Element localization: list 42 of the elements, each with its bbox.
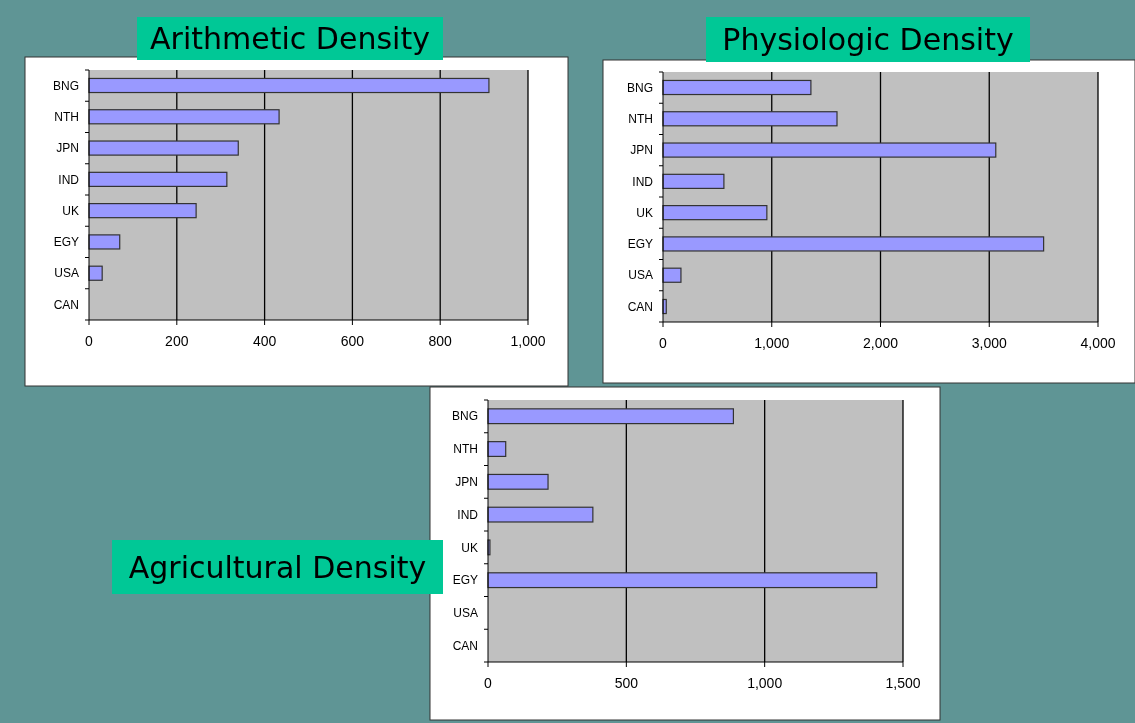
- y-tick-label: CAN: [627, 299, 653, 314]
- x-tick-label: 1,000: [747, 675, 783, 691]
- x-tick-label: 0: [484, 675, 493, 691]
- text: Agricultural Density: [128, 549, 427, 585]
- x-tick-label: 0: [659, 335, 668, 351]
- x-tick-label: 800: [428, 333, 453, 349]
- y-tick-label: JPN: [455, 475, 478, 490]
- x-tick-label: 600: [340, 333, 365, 349]
- x-tick-label: 0: [85, 333, 94, 349]
- y-tick-label: CAN: [452, 638, 478, 653]
- y-tick-label: IND: [457, 507, 479, 522]
- y-tick-label: IND: [632, 174, 654, 189]
- x-tick-label: 1,500: [885, 675, 921, 691]
- y-tick-label: NTH: [453, 442, 478, 457]
- x-tick-label: 500: [614, 675, 639, 691]
- chart-title: Arithmetic Density: [150, 21, 430, 56]
- y-tick-label: UK: [636, 205, 653, 220]
- x-tick-label: 1,000: [510, 333, 546, 349]
- y-tick-label: JPN: [56, 141, 79, 156]
- chart-title: Physiologic Density: [722, 22, 1014, 57]
- y-tick-label: UK: [461, 540, 478, 555]
- y-tick-label: CAN: [53, 297, 79, 312]
- x-tick-label: 400: [252, 333, 277, 349]
- y-tick-label: USA: [54, 266, 79, 281]
- y-tick-label: BNG: [626, 80, 653, 95]
- x-tick-label: 1,000: [754, 335, 790, 351]
- y-tick-label: BNG: [52, 78, 79, 93]
- x-tick-label: 2,000: [862, 335, 899, 351]
- x-tick-label: 200: [165, 333, 189, 349]
- y-tick-label: EGY: [452, 573, 478, 588]
- y-tick-label: EGY: [627, 237, 653, 252]
- y-tick-label: JPN: [630, 143, 653, 158]
- y-tick-label: UK: [62, 203, 79, 218]
- x-tick-label: 4,000: [1080, 335, 1116, 351]
- y-tick-label: BNG: [451, 409, 478, 424]
- y-tick-label: NTH: [54, 109, 79, 124]
- x-tick-label: 3,000: [971, 335, 1007, 351]
- y-tick-label: IND: [58, 172, 80, 187]
- y-tick-label: USA: [453, 606, 478, 621]
- y-tick-label: NTH: [628, 111, 653, 126]
- y-tick-label: USA: [628, 268, 653, 283]
- y-tick-label: EGY: [53, 235, 79, 250]
